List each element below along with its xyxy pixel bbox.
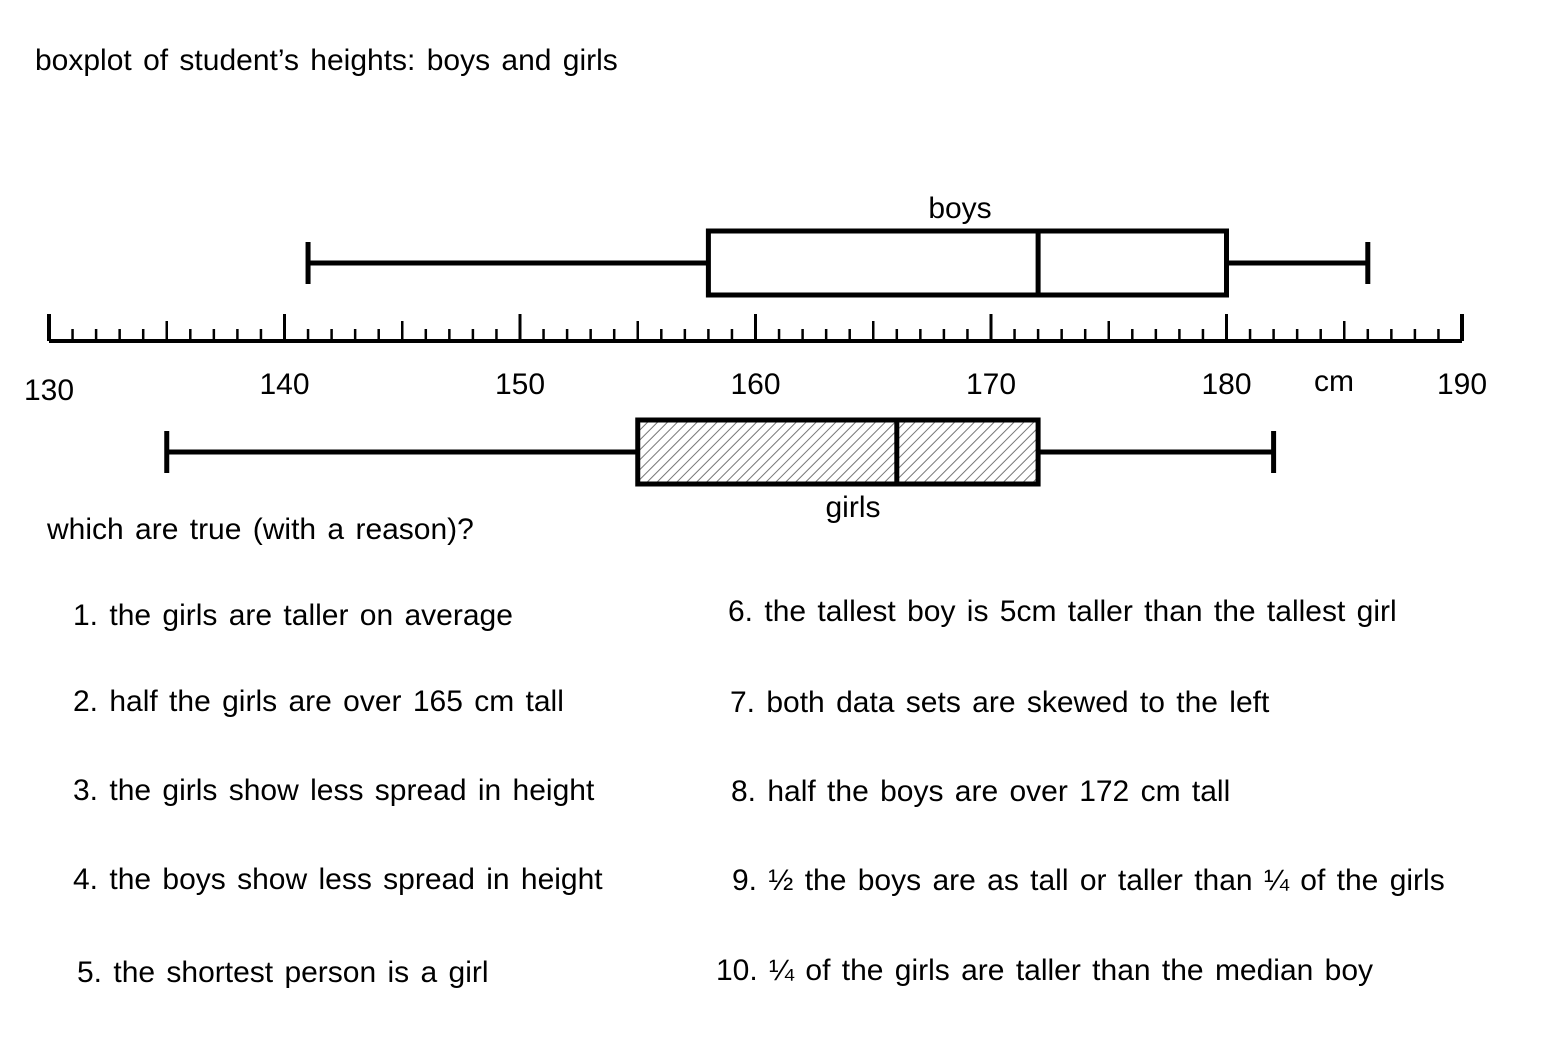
question-text: which are true (with a reason)? [47,513,474,546]
iqr-box [705,228,1229,298]
boxplot-chart: 130 140 150 160 170 180 190 cm boys girls [24,192,1487,524]
statement-item: 3. the girls show less spread in height [73,774,595,807]
boxplot-series: boys girls [164,192,1371,524]
statement-item: 7. both data sets are skewed to the left [730,686,1270,719]
statement-item: 5. the shortest person is a girl [77,956,489,989]
axis-unit-label: cm [1314,365,1354,398]
tick-label: 160 [730,368,780,401]
boys-boxplot: boys [305,192,1371,298]
tick-label: 190 [1437,368,1487,401]
statement-item: 10. ¼ of the girls are taller than the m… [716,954,1374,987]
statement-item: 4. the boys show less spread in height [73,863,603,896]
girls-boxplot: girls [164,417,1277,524]
page-title: boxplot of student’s heights: boys and g… [35,44,618,77]
tick-label: 140 [259,368,309,401]
x-axis: 130 140 150 160 170 180 190 cm [24,314,1487,407]
statement-item: 8. half the boys are over 172 cm tall [731,775,1231,808]
tick-label: 180 [1201,368,1251,401]
statement-item: 2. half the girls are over 165 cm tall [73,685,564,718]
statement-item: 9. ½ the boys are as tall or taller than… [732,864,1445,897]
tick-label: 170 [966,368,1016,401]
series-label: girls [825,491,880,524]
tick-label: 130 [24,374,74,407]
series-label: boys [928,192,991,225]
iqr-box [635,417,1041,487]
tick-label: 150 [495,368,545,401]
statement-item: 1. the girls are taller on average [73,599,513,632]
statement-item: 6. the tallest boy is 5cm taller than th… [728,595,1397,628]
